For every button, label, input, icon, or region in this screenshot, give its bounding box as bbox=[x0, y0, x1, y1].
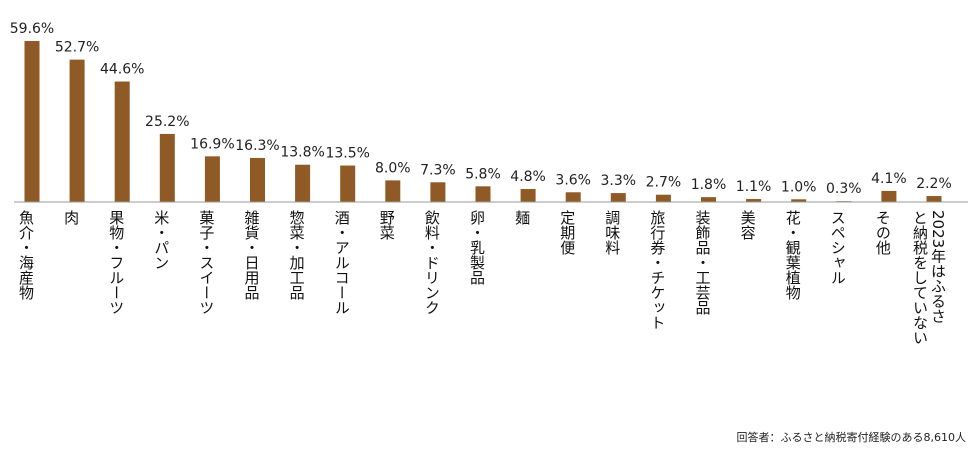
value-label-17: 1.0% bbox=[781, 179, 817, 195]
bars-group bbox=[24, 41, 942, 202]
value-label-15: 1.8% bbox=[691, 177, 727, 193]
category-label-14: 旅行券・チケット bbox=[648, 210, 666, 330]
value-label-5: 16.3% bbox=[235, 138, 279, 154]
bar-15 bbox=[701, 197, 716, 202]
category-label-1: 肉 bbox=[62, 210, 80, 225]
category-label-6: 惣菜・加工品 bbox=[288, 210, 306, 300]
bar-4 bbox=[204, 156, 220, 202]
category-label-12: 定期便 bbox=[558, 210, 576, 256]
category-label-17: 花・観葉植物 bbox=[784, 210, 802, 301]
bar-17 bbox=[791, 199, 807, 202]
bar-12 bbox=[565, 192, 581, 202]
value-label-12: 3.6% bbox=[555, 172, 591, 188]
category-label-18: スペシャル bbox=[829, 210, 847, 285]
category-label-19: その他 bbox=[874, 210, 892, 256]
category-labels-group: 魚介・海産物 肉 果物・フルーツ 米・パン 菓子・スイーツ 雑貨・日用品 惣菜・加工品 酒・ア… bbox=[17, 210, 947, 345]
bar-9 bbox=[430, 182, 446, 202]
bar-10 bbox=[475, 186, 491, 202]
bar-20 bbox=[926, 196, 942, 202]
category-label-10: 卵・乳製品 bbox=[468, 210, 486, 285]
bar-7 bbox=[340, 165, 356, 202]
bar-0 bbox=[24, 41, 40, 202]
bar-2 bbox=[114, 81, 130, 202]
value-label-11: 4.8% bbox=[510, 169, 546, 185]
respondents-note: 回答者：ふるさと納税寄付経験のある8,610人 bbox=[737, 430, 967, 444]
category-label-2: 果物・フルーツ bbox=[107, 210, 125, 315]
value-label-6: 13.8% bbox=[280, 145, 324, 161]
bar-6 bbox=[295, 164, 311, 202]
bar-19 bbox=[881, 190, 897, 202]
bar-1 bbox=[69, 59, 85, 202]
value-label-10: 5.8% bbox=[465, 166, 501, 182]
value-label-2: 44.6% bbox=[100, 62, 144, 78]
bar-8 bbox=[385, 180, 401, 202]
bar-14 bbox=[655, 194, 671, 202]
bar-5 bbox=[250, 157, 265, 202]
category-label-7: 酒・アルコール bbox=[333, 210, 351, 315]
category-label-3: 米・パン bbox=[152, 210, 170, 270]
category-label-8: 野菜 bbox=[378, 210, 396, 240]
value-label-8: 8.0% bbox=[375, 160, 411, 176]
bar-13 bbox=[610, 193, 626, 202]
category-label-13: 調味料 bbox=[603, 210, 621, 255]
category-label-0: 魚介・海産物 bbox=[17, 210, 35, 301]
value-label-7: 13.5% bbox=[325, 146, 369, 162]
bar-3 bbox=[159, 133, 175, 202]
bar-16 bbox=[746, 199, 762, 202]
value-label-4: 16.9% bbox=[190, 136, 234, 152]
category-label-4: 菓子・スイーツ bbox=[197, 210, 215, 315]
value-label-3: 25.2% bbox=[145, 114, 189, 130]
value-label-16: 1.1% bbox=[736, 179, 772, 195]
value-label-0: 59.6% bbox=[10, 21, 54, 37]
category-label-11: 麺 bbox=[513, 210, 531, 225]
value-label-9: 7.3% bbox=[420, 162, 456, 178]
value-label-19: 4.1% bbox=[871, 171, 907, 187]
value-label-20: 2.2% bbox=[916, 176, 952, 192]
value-label-13: 3.3% bbox=[601, 173, 637, 189]
category-label-20: 2023年はふるさと納税をしていない bbox=[911, 210, 947, 345]
category-label-15: 装飾品・工芸品 bbox=[694, 210, 712, 315]
category-label-9: 飲料・ドリンク bbox=[423, 210, 441, 315]
value-label-1: 52.7% bbox=[55, 40, 99, 56]
value-label-18: 0.3% bbox=[826, 181, 862, 197]
category-label-16: 美容 bbox=[739, 210, 757, 240]
category-label-5: 雑貨・日用品 bbox=[243, 210, 261, 300]
bar-11 bbox=[520, 189, 536, 202]
value-labels-group: 59.6%52.7%44.6% 25.2%16.9% 16.3% 13.8% 13.5%… bbox=[10, 21, 952, 197]
value-label-14: 2.7% bbox=[646, 175, 682, 191]
